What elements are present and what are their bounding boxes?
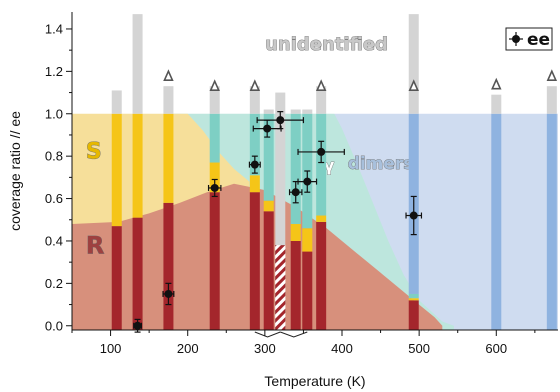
triangle-marker-3 [163, 69, 174, 81]
legend-label: ee [527, 30, 550, 50]
bar-8-unidentified [290, 109, 301, 114]
ee-point-8 [303, 177, 312, 186]
bar-13-dimers [546, 113, 557, 330]
ee-point-6 [276, 116, 285, 125]
legend: ee [505, 27, 553, 51]
bar-4-unidentified [209, 86, 220, 114]
region-label-5: unidentified [265, 34, 388, 55]
bar-13-unidentified [546, 86, 557, 114]
brackets [254, 331, 308, 338]
bracket-1 [254, 331, 281, 338]
bar-1-unidentified [111, 90, 122, 114]
y-axis-title: coverage ratio // ee [7, 111, 23, 231]
bar-4-R [209, 192, 220, 330]
bar-9-S [302, 228, 313, 252]
bar-8-R [290, 240, 301, 330]
bar-3-S [163, 113, 174, 203]
bar-11-S [408, 298, 419, 301]
bar-6-S [263, 200, 274, 212]
ee-point-7 [291, 188, 300, 197]
bar-2-unidentified [132, 14, 143, 114]
stacked-bars [111, 14, 557, 330]
region-label-1: S [86, 139, 102, 164]
bar-12-unidentified [491, 94, 502, 114]
region-labels: S Rγ dimers unidentified [85, 34, 414, 260]
triangle-markers [163, 69, 558, 91]
bar-9-R [302, 251, 313, 330]
x-tick-label-5: 500 [408, 341, 430, 356]
region-label-2: R [86, 232, 104, 260]
triangle-marker-5 [249, 79, 261, 91]
y-tick-label-2: 0.2 [45, 276, 63, 291]
y-tick-label-1: 0.0 [45, 318, 63, 333]
y-tick-label-8: 1.4 [45, 21, 63, 36]
bar-12-dimers [491, 113, 502, 330]
triangle-marker-11 [408, 79, 419, 91]
bar-5-S [249, 175, 260, 193]
axes: 0.0 0.2 0.4 0.6 0.8 1.0 1.2 1.4 100 200 300 400 500 6… [45, 12, 558, 356]
ee-point-4 [250, 160, 259, 169]
bar-10-S [316, 215, 327, 222]
background-regions [72, 113, 558, 330]
x-tick-label-6: 600 [485, 341, 507, 356]
ee-point-9 [317, 147, 326, 156]
triangle-marker-13 [546, 69, 558, 81]
bar-2-R [132, 217, 143, 330]
ee-point-10 [409, 211, 418, 220]
triangle-marker-12 [491, 77, 502, 90]
bar-1-S [111, 113, 122, 227]
x-tick-label-4: 400 [331, 341, 353, 356]
x-tick-label-2: 200 [177, 341, 199, 356]
y-tick-label-7: 1.2 [45, 64, 63, 79]
bar-10-R [316, 221, 327, 330]
y-tick-label-4: 0.6 [45, 191, 63, 206]
ee-point-2 [164, 289, 173, 298]
y-tick-label-5: 0.8 [45, 149, 63, 164]
bar-10-unidentified [316, 86, 327, 114]
bar-3-unidentified [163, 86, 174, 114]
bar-4-gamma [209, 113, 220, 163]
bracket-2 [280, 331, 308, 338]
bar-6-R [263, 211, 274, 330]
bar-9-unidentified [302, 109, 313, 114]
bar-5-unidentified [249, 86, 260, 114]
bar-6-unidentified [263, 109, 274, 114]
bar-11-unidentified [408, 14, 419, 114]
bar-11-R [408, 300, 419, 330]
bar-7-hatched [275, 245, 286, 330]
x-axis-title: Temperature (K) [264, 373, 365, 389]
legend-marker [512, 35, 520, 43]
bar-3-R [163, 202, 174, 330]
bar-4-S [209, 162, 220, 193]
region-label-3: γ [323, 156, 334, 175]
bar-1-R [111, 226, 122, 330]
bar-5-gamma [249, 113, 260, 176]
region-label-4: dimers [348, 154, 414, 174]
ee-point-3 [210, 183, 219, 192]
bar-10-gamma [316, 113, 327, 216]
y-tick-label-3: 0.4 [45, 233, 63, 248]
x-tick-label-3: 300 [254, 341, 276, 356]
ee-point-1 [133, 321, 142, 330]
bar-7-unidentified [275, 92, 286, 246]
bar-8-S [290, 224, 301, 241]
ee-point-5 [263, 124, 272, 133]
bar-6-gamma [263, 113, 274, 201]
triangle-marker-4 [209, 79, 220, 91]
legend-box [505, 27, 553, 51]
bar-2-S [132, 113, 143, 218]
triangle-marker-10 [315, 79, 327, 91]
bar-8-gamma [290, 113, 301, 224]
x-tick-label-1: 100 [100, 341, 122, 356]
ee-points [133, 111, 423, 333]
bar-5-R [249, 192, 260, 330]
bar-11-gamma [408, 293, 419, 299]
y-tick-label-6: 1.0 [45, 106, 63, 121]
